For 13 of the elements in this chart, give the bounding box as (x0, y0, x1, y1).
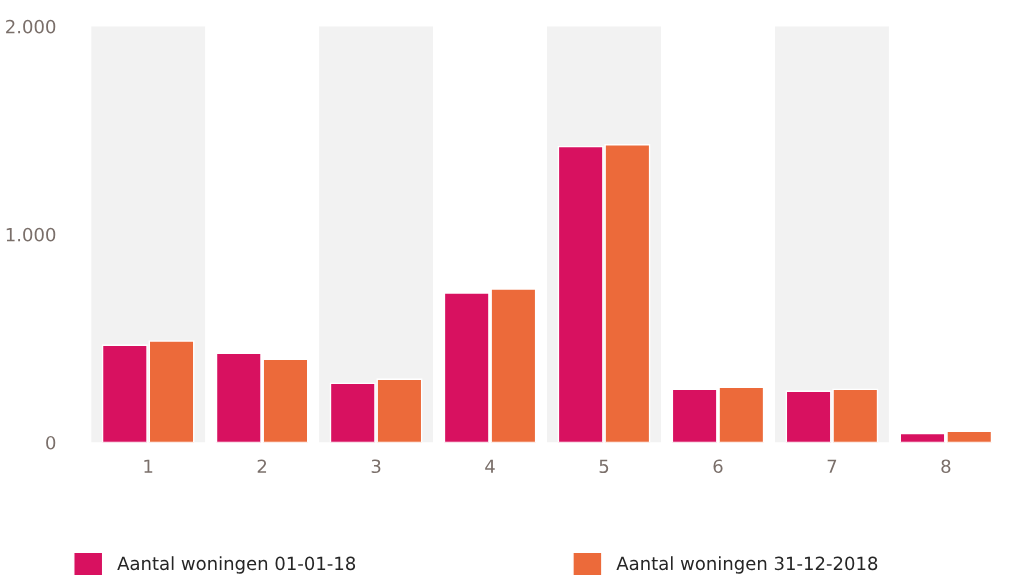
x-tick-label: 5 (599, 459, 609, 474)
y-tick-label: 1.000 (6, 227, 56, 242)
x-tick-label: 3 (371, 459, 381, 474)
x-tick-label: 1 (144, 459, 153, 473)
x-tick-label: 6 (713, 459, 723, 474)
legend-label: Aantal woningen 31-12-2018 (616, 556, 878, 574)
y-tick-label: 0 (46, 435, 56, 450)
x-tick-label: 7 (827, 459, 837, 473)
x-tick-label: 4 (485, 459, 495, 473)
legend-label: Aantal woningen 01-01-18 (117, 556, 356, 574)
x-tick-label: 2 (257, 459, 267, 473)
x-tick-label: 8 (941, 459, 951, 474)
y-tick-label: 2.000 (6, 19, 56, 34)
